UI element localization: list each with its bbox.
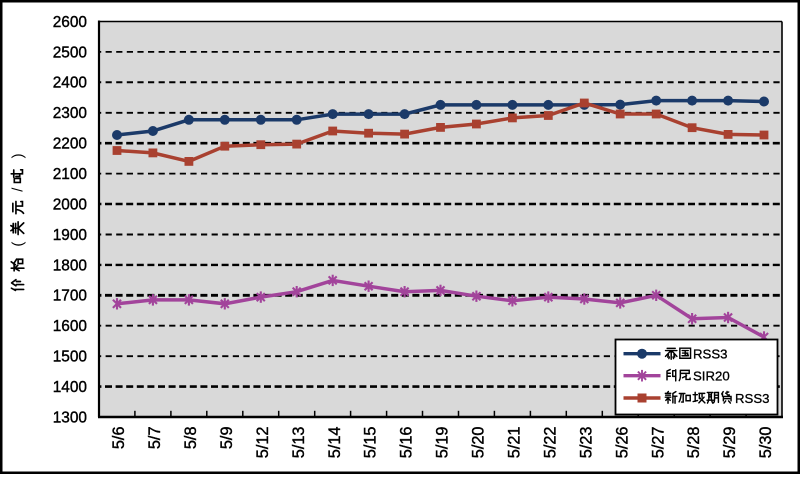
- svg-text:5/22: 5/22: [541, 427, 559, 459]
- svg-text:1500: 1500: [53, 349, 87, 366]
- svg-text:5/26: 5/26: [613, 427, 631, 459]
- svg-text:(: (: [10, 242, 27, 247]
- svg-text:1400: 1400: [53, 379, 87, 396]
- svg-text:5/28: 5/28: [685, 427, 703, 459]
- svg-text:2500: 2500: [53, 44, 87, 61]
- svg-text:5/19: 5/19: [434, 427, 452, 459]
- svg-text:5/12: 5/12: [254, 427, 272, 459]
- svg-text:5/9: 5/9: [218, 427, 236, 450]
- svg-text:5/14: 5/14: [326, 427, 344, 459]
- svg-text:2600: 2600: [53, 14, 87, 31]
- svg-text:2000: 2000: [53, 196, 87, 213]
- svg-text:5/15: 5/15: [362, 427, 380, 459]
- svg-text:5/6: 5/6: [110, 427, 128, 450]
- svg-text:1800: 1800: [53, 257, 87, 274]
- svg-text:5/23: 5/23: [577, 427, 595, 459]
- svg-text:5/8: 5/8: [182, 427, 200, 450]
- svg-text:1900: 1900: [53, 227, 87, 244]
- svg-text:1300: 1300: [53, 409, 87, 426]
- svg-text:): ): [10, 153, 27, 158]
- svg-text:5/27: 5/27: [649, 427, 667, 459]
- svg-text:5/16: 5/16: [398, 427, 416, 459]
- svg-text:SIR20: SIR20: [693, 369, 730, 384]
- svg-text:2400: 2400: [53, 75, 87, 92]
- svg-text:5/29: 5/29: [721, 427, 739, 459]
- svg-text:5/7: 5/7: [146, 427, 164, 450]
- svg-text:RSS3: RSS3: [735, 391, 769, 406]
- svg-text:5/13: 5/13: [290, 427, 308, 459]
- svg-text:RSS3: RSS3: [693, 347, 727, 362]
- svg-text:1700: 1700: [53, 288, 87, 305]
- svg-text:2200: 2200: [53, 136, 87, 153]
- svg-text:2300: 2300: [53, 105, 87, 122]
- svg-text:5/30: 5/30: [757, 427, 775, 459]
- svg-text:2100: 2100: [53, 166, 87, 183]
- svg-text:1600: 1600: [53, 318, 87, 335]
- svg-text:5/21: 5/21: [506, 427, 524, 459]
- svg-text:5/20: 5/20: [470, 427, 488, 459]
- svg-text:/: /: [10, 187, 27, 192]
